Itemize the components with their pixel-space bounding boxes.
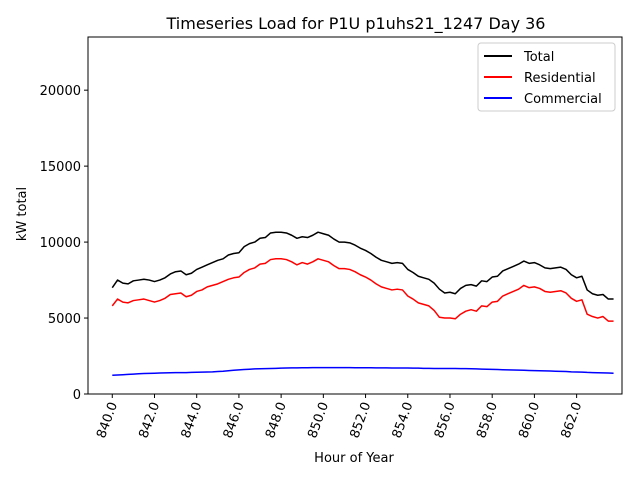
legend-label-total: Total	[523, 50, 554, 65]
axes-frame	[87, 36, 623, 395]
y-axis-label: kW total	[15, 187, 30, 241]
legend-label-residential: Residential	[524, 71, 596, 86]
legend: Total Residential Commercial	[477, 42, 616, 112]
y-tick-label: 0	[73, 388, 81, 403]
series-line-residential	[111, 258, 614, 322]
series-line-commercial	[112, 366, 614, 377]
legend-box	[477, 42, 616, 112]
chart-title: Timeseries Load for P1U p1uhs21_1247 Day…	[166, 14, 546, 34]
y-tick-label: 5000	[48, 312, 81, 327]
y-tick-label: 10000	[40, 236, 81, 251]
y-axis: 0 5000 10000 15000 20000	[40, 84, 88, 403]
x-axis-label: Hour of Year	[314, 451, 394, 466]
y-tick-label: 15000	[40, 160, 81, 175]
legend-label-commercial: Commercial	[524, 92, 602, 107]
series-line-total	[111, 231, 614, 300]
y-tick-label: 20000	[40, 84, 81, 99]
plot-area	[87, 36, 623, 395]
